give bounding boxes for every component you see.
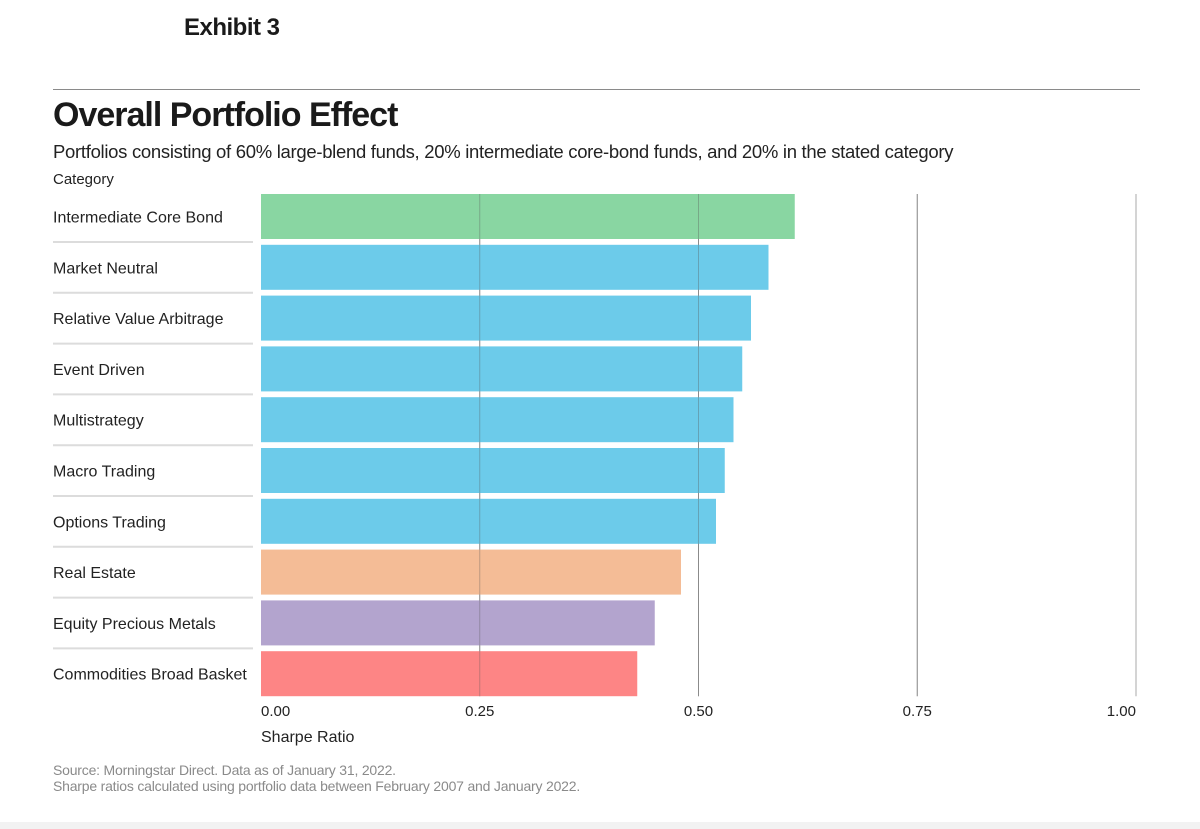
- category-label: Market Neutral: [53, 260, 158, 277]
- chart-title: Overall Portfolio Effect: [53, 96, 398, 134]
- page-bottom-band: [0, 822, 1200, 829]
- category-label: Event Driven: [53, 362, 145, 379]
- bar-real-estate: [261, 549, 681, 595]
- x-tick-0.25: 0.25: [465, 703, 494, 720]
- methodology-note: Sharpe ratios calculated using portfolio…: [53, 778, 581, 794]
- bar-commodities-broad-basket: [261, 651, 638, 697]
- bars: [261, 194, 795, 697]
- category-label: Commodities Broad Basket: [53, 667, 247, 684]
- x-tick-0.75: 0.75: [903, 703, 932, 720]
- bar-event-driven: [261, 346, 743, 392]
- bar-market-neutral: [261, 244, 769, 290]
- category-axis-heading: Category: [53, 171, 114, 188]
- x-tick-0.00: 0.00: [261, 703, 290, 720]
- category-label: Macro Trading: [53, 464, 155, 481]
- bar-relative-value-arbitrage: [261, 295, 751, 341]
- x-axis-label: Sharpe Ratio: [261, 729, 355, 746]
- category-label: Equity Precious Metals: [53, 616, 216, 633]
- bar-intermediate-core-bond: [261, 194, 795, 239]
- x-tick-0.50: 0.50: [684, 703, 713, 720]
- source-note: Source: Morningstar Direct. Data as of J…: [53, 762, 396, 778]
- exhibit-label: Exhibit 3: [184, 14, 280, 41]
- bar-macro-trading: [261, 448, 725, 493]
- x-tick-labels: 0.00 0.25 0.50 0.75 1.00: [261, 703, 1136, 720]
- category-label: Real Estate: [53, 565, 136, 582]
- chart-subtitle: Portfolios consisting of 60% large-blend…: [53, 141, 954, 162]
- category-label: Multistrategy: [53, 413, 144, 430]
- gridline-overlay: [479, 194, 918, 697]
- bar-equity-precious-metals: [261, 600, 655, 646]
- bar-multistrategy: [261, 397, 734, 443]
- x-tick-1.00: 1.00: [1107, 703, 1136, 720]
- category-labels: Intermediate Core Bond Market Neutral Rela…: [53, 210, 253, 684]
- category-label: Options Trading: [53, 514, 166, 531]
- category-label: Intermediate Core Bond: [53, 210, 223, 227]
- bar-options-trading: [261, 498, 716, 544]
- category-label: Relative Value Arbitrage: [53, 311, 224, 328]
- header-divider: [53, 89, 1140, 90]
